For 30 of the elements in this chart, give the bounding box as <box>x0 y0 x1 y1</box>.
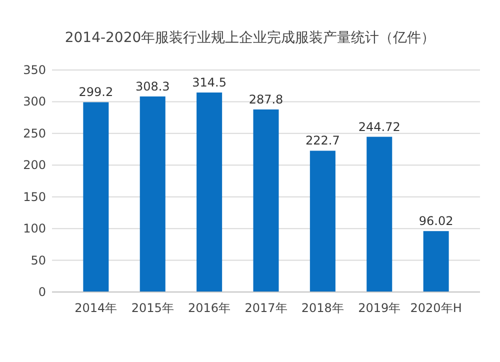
data-label: 287.8 <box>248 92 284 106</box>
data-label: 299.2 <box>78 85 114 100</box>
x-tick-label: 2019年 <box>358 301 401 315</box>
bar <box>83 102 109 292</box>
data-label: 244.72 <box>358 120 400 134</box>
bar <box>366 136 392 292</box>
y-tick-label: 50 <box>30 253 46 268</box>
y-tick-label: 150 <box>23 190 46 204</box>
x-tick-label: 2014年 <box>74 301 118 315</box>
data-label: 96.02 <box>418 214 454 228</box>
x-tick-label: 2017年 <box>244 301 288 315</box>
y-tick-label: 250 <box>23 126 46 140</box>
y-tick-label: 0 <box>38 285 46 299</box>
chart-title: 2014-2020年服装行业规上企业完成服装产量统计（亿件） <box>64 30 436 46</box>
bar <box>140 96 166 292</box>
x-tick-label: 2016年 <box>188 301 231 315</box>
y-tick-label: 200 <box>23 158 46 172</box>
data-label: 314.5 <box>192 76 226 90</box>
bar <box>196 92 222 292</box>
x-tick-label: 2020年H <box>410 301 462 315</box>
bar <box>310 150 336 292</box>
x-tick-label: 2015年 <box>131 301 174 315</box>
x-tick-label: 2018年 <box>301 301 344 315</box>
data-label: 308.3 <box>135 79 170 94</box>
y-tick-label: 100 <box>23 222 46 236</box>
y-tick-label: 350 <box>23 63 46 77</box>
data-label: 222.7 <box>306 134 340 148</box>
bar <box>253 109 279 292</box>
y-tick-label: 300 <box>23 94 46 109</box>
bar <box>423 231 449 292</box>
